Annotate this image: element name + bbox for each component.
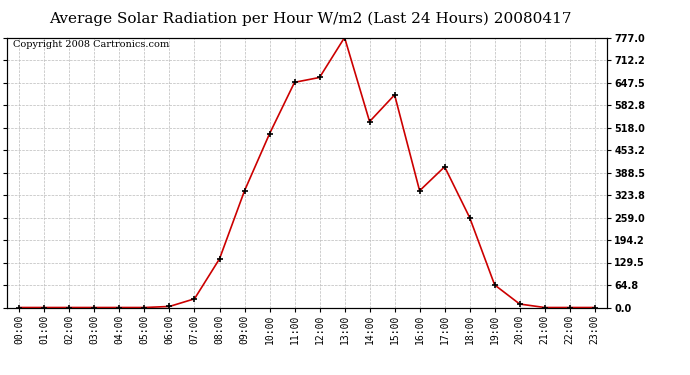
Text: Copyright 2008 Cartronics.com: Copyright 2008 Cartronics.com bbox=[13, 40, 169, 49]
Text: Average Solar Radiation per Hour W/m2 (Last 24 Hours) 20080417: Average Solar Radiation per Hour W/m2 (L… bbox=[49, 11, 572, 26]
